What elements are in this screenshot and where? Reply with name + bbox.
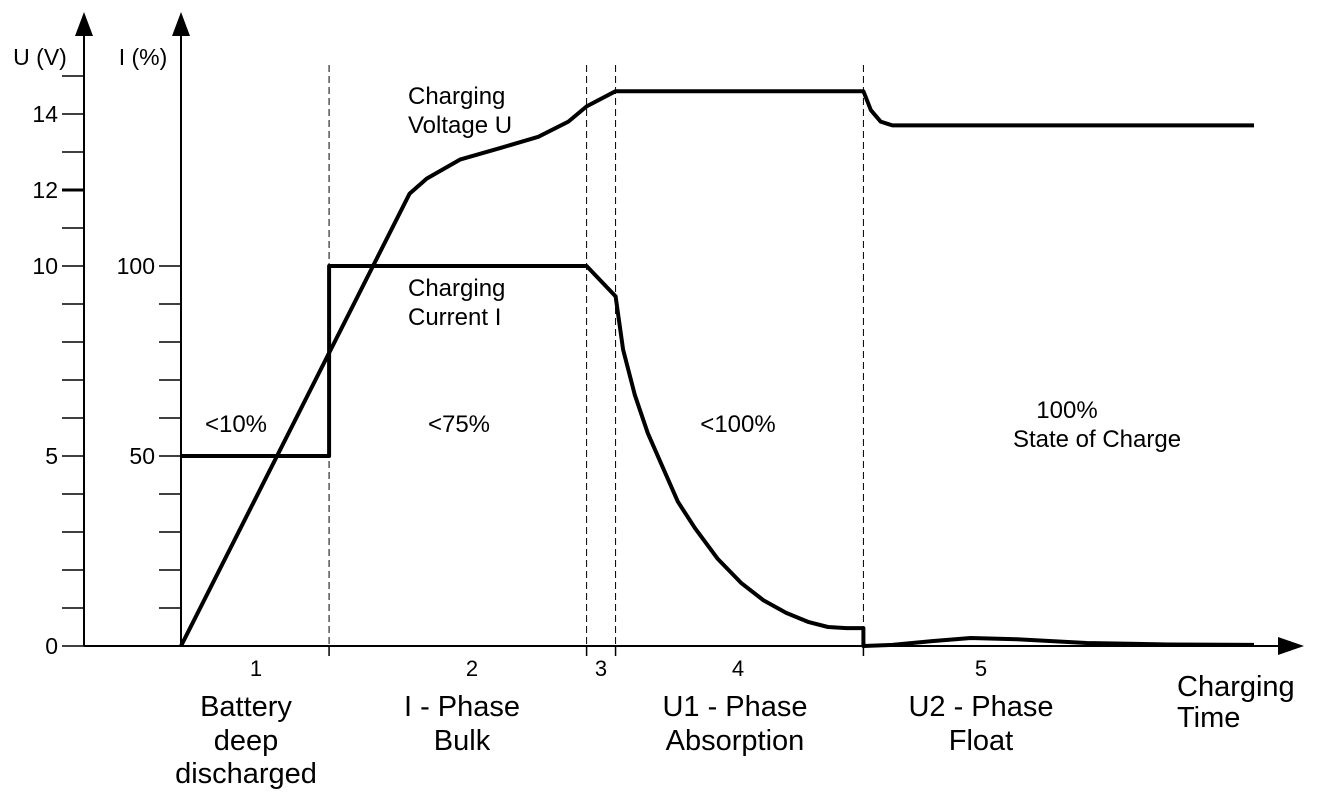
phase-name-4: Absorption: [666, 725, 805, 757]
voltage-series-label: Charging: [408, 83, 505, 110]
time-axis-label: Charging: [1177, 671, 1295, 703]
current-line: [181, 264, 1255, 648]
soc-note-phase-5: State of Charge: [1013, 426, 1181, 453]
i-tick-label: 50: [129, 443, 155, 469]
phase-number-4: 4: [732, 656, 744, 681]
u-tick-label: 5: [45, 443, 58, 469]
voltage-series-label: Voltage U: [408, 112, 512, 139]
phase-name-1: discharged: [175, 758, 317, 790]
soc-label-phase-5: 100%: [1036, 397, 1097, 424]
current-series-label: Current I: [408, 304, 501, 331]
axis-ticks: 0 5 10 12 14 50 100: [32, 75, 181, 659]
series: [179, 89, 1255, 648]
phase-name-1: Battery: [200, 691, 292, 723]
soc-label-phase-4: <100%: [700, 411, 775, 438]
phase-name-2: I - Phase: [404, 691, 520, 723]
time-axis-label: Time: [1177, 702, 1240, 734]
time-axis-arrow-icon: [1278, 637, 1304, 655]
u-tick-label: 0: [45, 633, 58, 659]
phase-number-5: 5: [975, 656, 987, 681]
phase-number-3: 3: [595, 656, 607, 681]
phase-number-2: 2: [466, 656, 478, 681]
phase-name-4: U1 - Phase: [662, 691, 807, 723]
u-axis-arrow-icon: [75, 12, 93, 36]
u-tick-label: 12: [32, 177, 58, 203]
voltage-line: [179, 89, 1254, 647]
phase-boundaries: [328, 65, 865, 656]
u-axis-label: U (V): [13, 44, 67, 70]
u-tick-label: 10: [32, 253, 58, 279]
phase-name-1: deep: [214, 725, 279, 757]
phase-name-5: Float: [949, 725, 1013, 757]
i-axis-arrow-icon: [172, 12, 190, 36]
axes: [75, 12, 1304, 655]
i-axis-label: I (%): [119, 44, 168, 70]
i-tick-label: 100: [117, 253, 155, 279]
phase-name-2: Bulk: [434, 725, 491, 757]
phase-number-1: 1: [250, 656, 262, 681]
u-tick-label: 14: [32, 101, 58, 127]
current-series-label: Charging: [408, 275, 505, 302]
phase-name-5: U2 - Phase: [908, 691, 1053, 723]
soc-label-phase-2: <75%: [428, 411, 490, 438]
soc-label-phase-1: <10%: [205, 411, 267, 438]
